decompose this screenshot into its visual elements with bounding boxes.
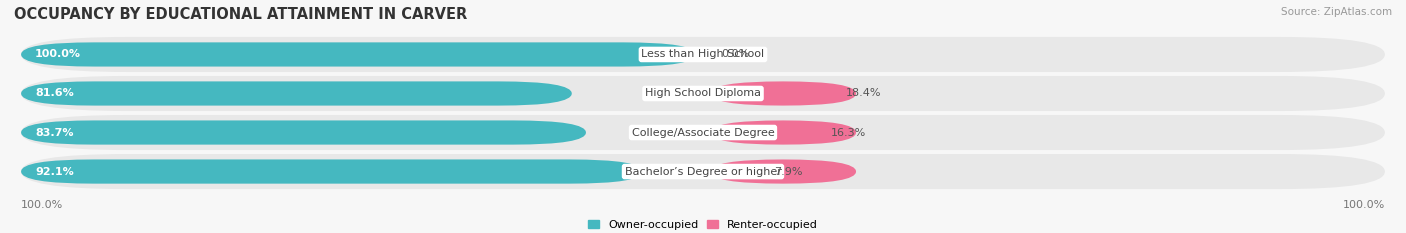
Text: College/Associate Degree: College/Associate Degree [631, 127, 775, 137]
Text: Bachelor’s Degree or higher: Bachelor’s Degree or higher [624, 167, 782, 177]
Text: Less than High School: Less than High School [641, 49, 765, 59]
FancyBboxPatch shape [21, 115, 1385, 150]
FancyBboxPatch shape [21, 81, 572, 106]
Text: Source: ZipAtlas.com: Source: ZipAtlas.com [1281, 7, 1392, 17]
Text: 16.3%: 16.3% [831, 127, 866, 137]
Text: 18.4%: 18.4% [845, 89, 882, 99]
Text: 100.0%: 100.0% [1343, 200, 1385, 210]
Text: 100.0%: 100.0% [21, 200, 63, 210]
Text: 92.1%: 92.1% [35, 167, 75, 177]
Text: 100.0%: 100.0% [35, 49, 82, 59]
FancyBboxPatch shape [21, 120, 586, 145]
Text: OCCUPANCY BY EDUCATIONAL ATTAINMENT IN CARVER: OCCUPANCY BY EDUCATIONAL ATTAINMENT IN C… [14, 7, 467, 22]
FancyBboxPatch shape [21, 154, 1385, 189]
Text: 7.9%: 7.9% [775, 167, 803, 177]
FancyBboxPatch shape [710, 81, 856, 106]
FancyBboxPatch shape [21, 42, 696, 67]
FancyBboxPatch shape [21, 37, 1385, 72]
FancyBboxPatch shape [710, 120, 856, 145]
FancyBboxPatch shape [21, 159, 643, 184]
Text: High School Diploma: High School Diploma [645, 89, 761, 99]
Text: 81.6%: 81.6% [35, 89, 75, 99]
Legend: Owner-occupied, Renter-occupied: Owner-occupied, Renter-occupied [588, 220, 818, 230]
FancyBboxPatch shape [21, 76, 1385, 111]
Text: 83.7%: 83.7% [35, 127, 73, 137]
Text: 0.0%: 0.0% [721, 49, 749, 59]
FancyBboxPatch shape [710, 159, 856, 184]
